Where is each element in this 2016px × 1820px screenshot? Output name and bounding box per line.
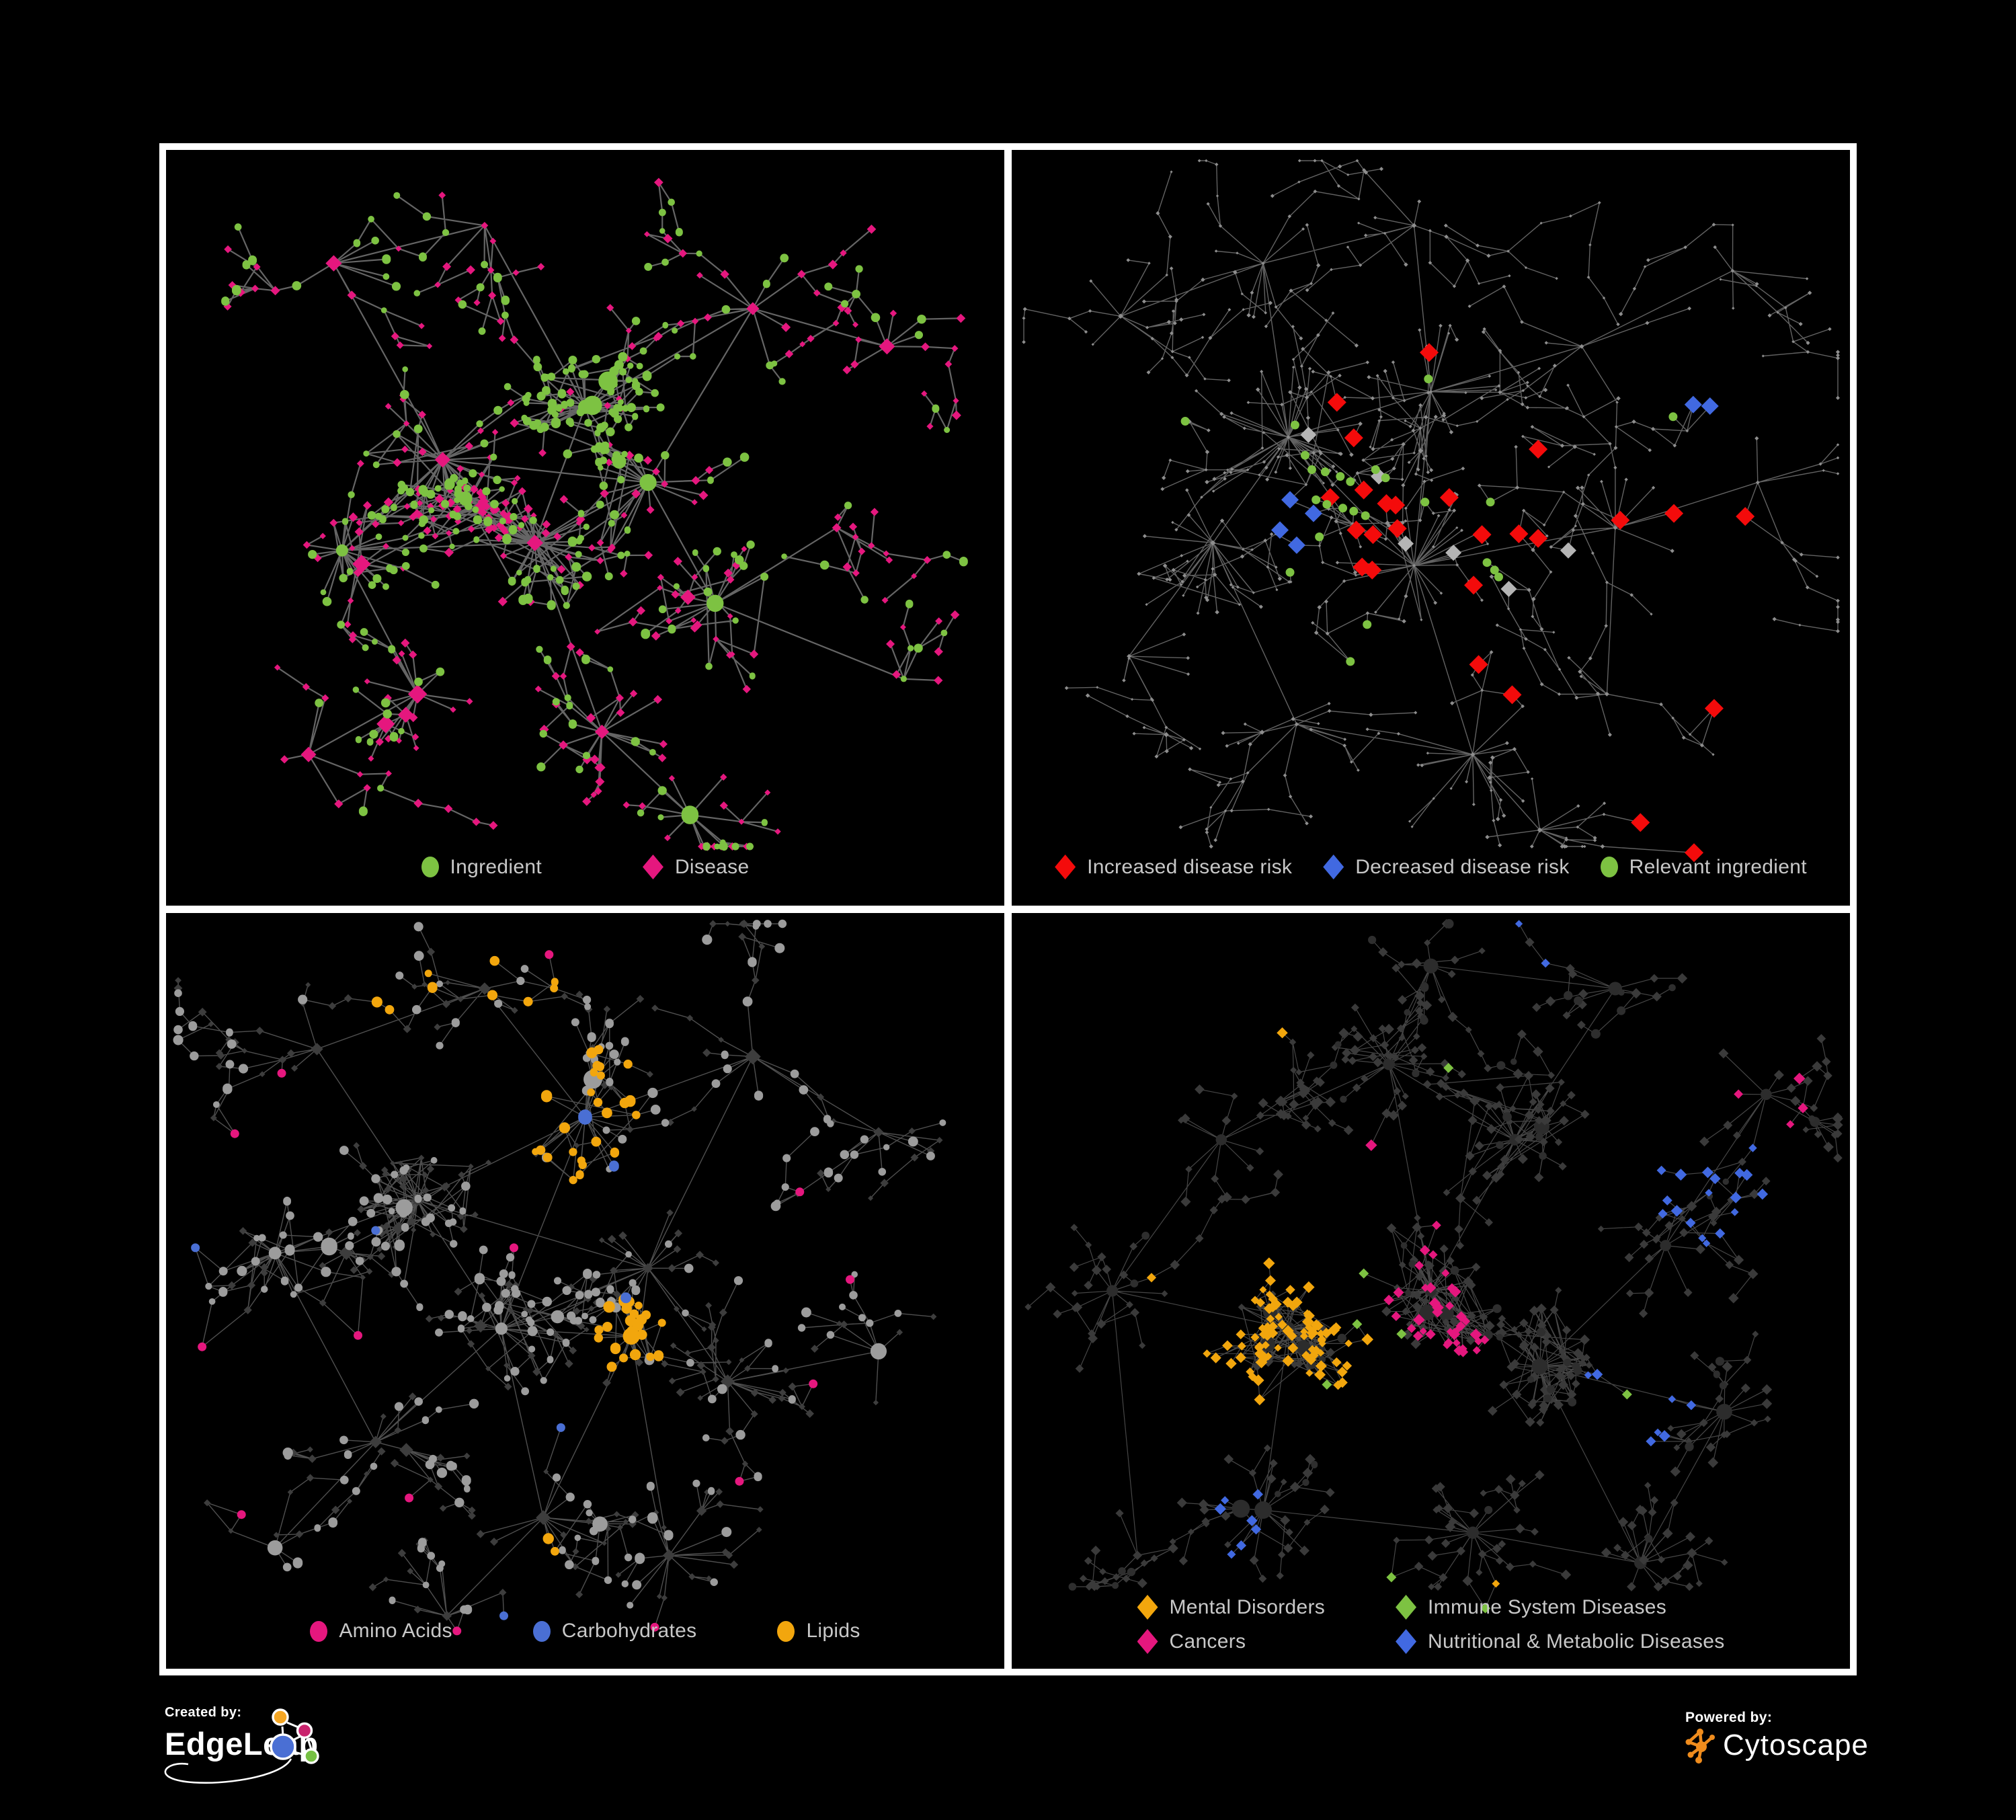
edgeleap-logo-icon [164, 1708, 319, 1784]
legend-label: Mental Disorders [1169, 1595, 1326, 1618]
legend-label: Amino Acids [339, 1620, 452, 1642]
cytoscape-brand: Cytoscape [1723, 1729, 1869, 1762]
cytoscape-logo-icon [1685, 1729, 1715, 1764]
network-ingredient-disease [221, 177, 968, 851]
legend-label: Disease [674, 855, 750, 878]
network-disease-risk [1022, 159, 1841, 863]
powered-by-block: Powered by: Cytoscape [1684, 1710, 1966, 1797]
network-disease-classes [1024, 919, 1843, 1614]
relevant-ingredient-marker-icon [1600, 857, 1618, 877]
legend-item-relevant-ingredient: Relevant ingredient [1600, 855, 1807, 879]
legend-label: Decreased disease risk [1355, 855, 1570, 878]
nutritional-metabolic-marker-icon [1396, 1629, 1417, 1654]
legend-label: Relevant ingredient [1629, 855, 1807, 878]
legend-item-disease: Disease [642, 855, 750, 879]
legend-item-nutritional-metabolic: Nutritional & Metabolic Diseases [1396, 1629, 1724, 1654]
legend-item-lipids: Lipids [777, 1620, 860, 1643]
powered-by-label: Powered by: [1685, 1710, 1773, 1725]
legend-label: Carbohydrates [561, 1620, 697, 1642]
increased-risk-marker-icon [1055, 855, 1076, 879]
legend-label: Increased disease risk [1087, 855, 1293, 878]
legend-label: Nutritional & Metabolic Diseases [1428, 1630, 1725, 1653]
legend-label: Immune System Diseases [1428, 1595, 1667, 1618]
legend-item-cancers: Cancers [1137, 1629, 1326, 1654]
legend-disease-classes: Mental Disorders Immune System Diseases … [1012, 1595, 1850, 1654]
disease-marker-icon [642, 855, 663, 879]
panel-disease-classes: Mental Disorders Immune System Diseases … [1012, 913, 1850, 1669]
mental-disorders-marker-icon [1137, 1595, 1158, 1620]
decreased-risk-marker-icon [1323, 855, 1344, 879]
ingredient-marker-icon [421, 857, 439, 877]
legend-disease-risk: Increased disease risk Decreased disease… [1012, 855, 1850, 879]
cancers-marker-icon [1137, 1629, 1158, 1654]
panel-ingredient-classes: Amino Acids Carbohydrates Lipids [166, 913, 1004, 1669]
lipids-marker-icon [777, 1620, 795, 1642]
legend-ingredient-disease: Ingredient Disease [166, 855, 1004, 879]
created-by-block: Created by: EdgeLeap [159, 1705, 381, 1813]
legend-item-ingredient: Ingredient [421, 856, 542, 879]
legend-item-immune-diseases: Immune System Diseases [1396, 1595, 1724, 1620]
created-by-label: Created by: [165, 1705, 242, 1720]
panel-disease-risk: Increased disease risk Decreased disease… [1012, 150, 1850, 906]
network-ingredient-classes [173, 919, 946, 1636]
legend-item-mental-disorders: Mental Disorders [1137, 1595, 1326, 1620]
legend-ingredient-classes: Amino Acids Carbohydrates Lipids [166, 1620, 1004, 1643]
panel-grid: Ingredient Disease Increased disease ris… [159, 143, 1857, 1675]
panel-ingredient-disease: Ingredient Disease [166, 150, 1004, 906]
carbohydrates-marker-icon [532, 1620, 551, 1642]
legend-label: Cancers [1169, 1630, 1246, 1653]
legend-label: Lipids [806, 1620, 860, 1642]
legend-item-amino-acids: Amino Acids [310, 1620, 452, 1643]
amino-acids-marker-icon [310, 1620, 328, 1642]
legend-item-carbohydrates: Carbohydrates [532, 1620, 697, 1643]
legend-item-decreased-risk: Decreased disease risk [1323, 855, 1569, 879]
legend-item-increased-risk: Increased disease risk [1055, 855, 1292, 879]
immune-diseases-marker-icon [1396, 1595, 1417, 1620]
legend-label: Ingredient [450, 855, 542, 878]
